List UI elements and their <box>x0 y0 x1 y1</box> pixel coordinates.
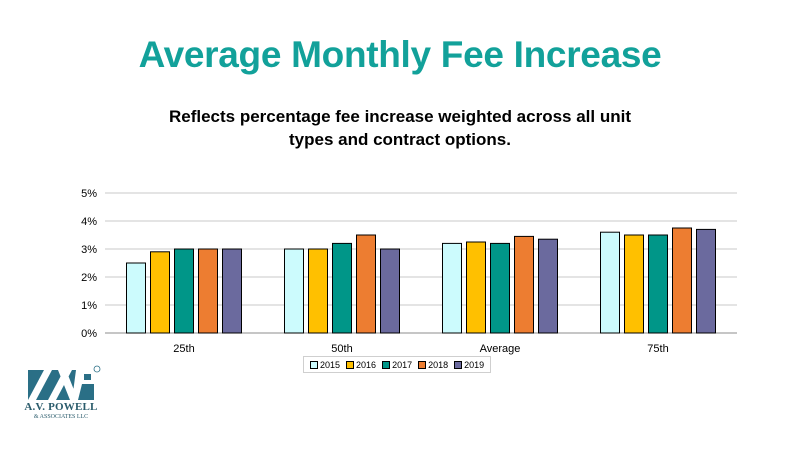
legend-label: 2017 <box>392 359 413 370</box>
bar-2019-75th <box>696 228 716 334</box>
avp-logo-icon <box>28 365 101 400</box>
legend-item-2019: 2019 <box>454 360 484 370</box>
logo-company-subtitle: & ASSOCIATES LLC <box>33 414 89 420</box>
x-tick-label: 75th <box>647 343 668 355</box>
bar-2016-25th <box>150 251 170 334</box>
bar-2019-50th <box>380 248 400 334</box>
bar-2016-50th <box>308 248 328 334</box>
slide-subtitle: Reflects percentage fee increase weighte… <box>168 107 631 149</box>
bar-2019-average <box>538 238 558 334</box>
y-tick-label: 0% <box>81 328 97 340</box>
legend-label: 2016 <box>356 359 377 370</box>
bar-2017-average <box>490 242 510 334</box>
legend-swatch <box>382 360 391 369</box>
legend-swatch <box>310 360 318 369</box>
y-tick-label: 1% <box>81 300 97 312</box>
bar-2018-average <box>514 235 534 334</box>
bar-2015-average <box>442 242 462 334</box>
bar-2018-50th <box>356 234 376 334</box>
bar-2016-75th <box>624 234 644 334</box>
legend-item-2018: 2018 <box>418 360 448 370</box>
logo-company-name: A.V. POWELL <box>24 401 98 413</box>
bar-2017-50th <box>332 242 352 334</box>
bar-2015-50th <box>284 248 304 334</box>
legend-swatch <box>454 360 463 369</box>
legend-label: 2018 <box>428 359 449 370</box>
legend-label: 2019 <box>464 359 485 370</box>
bar-2017-25th <box>174 248 194 334</box>
bar-2018-25th <box>198 248 218 334</box>
company-logo: A.V. POWELL & ASSOCIATES LLC <box>18 362 104 432</box>
bar-2018-75th <box>672 227 692 334</box>
slide-title: Average Monthly Fee Increase <box>138 34 662 75</box>
chart-legend: 2015 2016 2017 2018 2019 <box>303 356 492 373</box>
x-tick-label: Average <box>480 343 521 355</box>
legend-swatch <box>346 360 355 369</box>
y-tick-label: 3% <box>81 244 97 256</box>
bar-2017-75th <box>648 234 668 334</box>
legend-item-2017: 2017 <box>382 360 412 370</box>
y-tick-label: 5% <box>81 188 97 200</box>
legend-label: 2015 <box>320 359 341 370</box>
x-tick-label: 25th <box>173 343 194 355</box>
y-tick-label: 2% <box>81 272 97 284</box>
x-tick-label: 50th <box>331 343 352 355</box>
bar-2016-average <box>466 241 486 334</box>
bar-2015-25th <box>126 262 146 334</box>
bar-2015-75th <box>600 231 620 334</box>
legend-item-2016: 2016 <box>346 360 376 370</box>
y-tick-label: 4% <box>81 216 97 228</box>
legend-swatch <box>418 360 427 369</box>
legend-item-2015: 2015 <box>310 360 340 370</box>
bar-2019-25th <box>222 248 242 334</box>
